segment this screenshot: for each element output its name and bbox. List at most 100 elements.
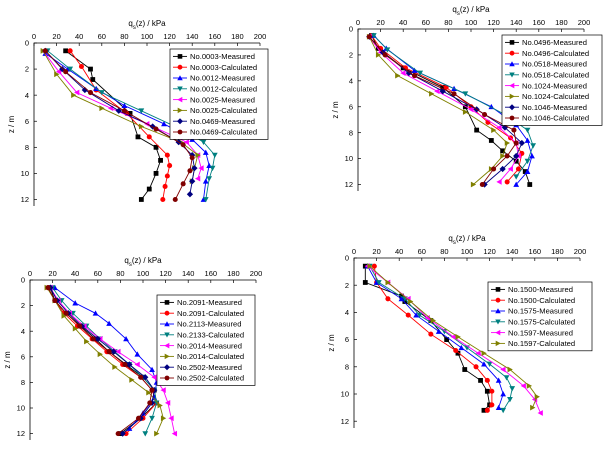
data-point	[81, 86, 88, 94]
data-point	[527, 182, 533, 187]
legend-label: No.0025-Calculated	[190, 106, 257, 115]
data-point	[479, 182, 485, 188]
data-point	[455, 334, 461, 340]
data-point	[161, 120, 167, 127]
data-point	[462, 109, 469, 115]
data-point	[500, 148, 506, 154]
data-point	[503, 375, 510, 381]
data-point	[160, 387, 166, 393]
x-tick-label: 60	[422, 18, 430, 27]
series-line	[47, 287, 158, 434]
legend-marker	[509, 82, 515, 89]
data-point	[147, 400, 153, 406]
data-point	[135, 134, 141, 140]
legend-marker	[509, 104, 515, 111]
data-point	[168, 415, 174, 422]
x-tick-label: 0	[32, 32, 36, 41]
data-point	[504, 179, 510, 185]
data-point	[121, 108, 127, 114]
legend: No.0003-Measured No.0003-Calculated No.001…	[169, 48, 269, 140]
x-tick-label: 160	[533, 18, 546, 27]
data-point	[198, 165, 204, 172]
data-point	[458, 344, 465, 351]
data-point	[444, 337, 450, 342]
data-point	[110, 348, 117, 355]
legend-label: No.2502-Calculated	[177, 374, 244, 383]
series-line	[47, 287, 153, 434]
x-tick-label: 60	[98, 32, 106, 41]
data-point	[484, 388, 490, 394]
series-No.1500-Calculated	[371, 263, 495, 413]
data-point	[435, 328, 442, 334]
data-point	[524, 137, 531, 143]
data-point	[123, 336, 129, 342]
data-point	[428, 331, 434, 337]
data-point	[171, 430, 178, 437]
legend-marker	[495, 308, 501, 314]
x-tick-label: 160	[205, 269, 218, 278]
legend-label: No.1046-Measured	[522, 103, 587, 112]
x-tick-label: 60	[94, 269, 102, 278]
data-point	[534, 393, 540, 400]
legend-label: No.2091-Calculated	[177, 309, 244, 318]
data-point	[115, 431, 121, 437]
legend-marker	[177, 118, 183, 125]
legend-marker	[509, 72, 515, 78]
data-point	[484, 377, 490, 383]
data-point	[496, 179, 502, 185]
x-tick-label: 200	[578, 18, 591, 27]
data-point	[529, 153, 535, 159]
y-tick-label: 0	[349, 25, 353, 34]
x-tick-label: 20	[48, 269, 56, 278]
series-line	[52, 287, 158, 434]
x-tick-label: 160	[529, 247, 542, 256]
data-point	[478, 378, 483, 383]
data-point	[142, 374, 149, 381]
data-point	[507, 366, 513, 373]
x-tick-label: 40	[395, 247, 403, 256]
data-point	[149, 366, 155, 372]
data-point	[405, 69, 412, 77]
series-line	[369, 265, 538, 408]
data-point	[441, 329, 448, 335]
data-point	[499, 165, 506, 173]
data-point	[491, 127, 497, 133]
y-tick-label: 10	[17, 404, 25, 413]
data-point	[63, 48, 69, 54]
data-point	[61, 312, 67, 319]
y-tick-label: 2	[345, 281, 349, 290]
legend-marker	[495, 319, 501, 325]
y-tick-label: 6	[345, 335, 349, 344]
legend-box	[487, 281, 593, 352]
data-point	[71, 92, 77, 99]
x-tick-label: 200	[574, 247, 587, 256]
legend: No.1500-Measured No.1500-Calculated No.157…	[487, 281, 593, 352]
data-point	[127, 111, 133, 116]
x-tick-label: 0	[356, 18, 360, 27]
legend-label: No.2014-Calculated	[177, 352, 244, 361]
legend-label: No.1500-Calculated	[508, 296, 575, 305]
data-point	[405, 312, 411, 318]
data-point	[496, 124, 502, 131]
data-point	[211, 152, 218, 159]
series-No.1046-Measured	[366, 33, 525, 188]
data-point	[398, 295, 405, 302]
data-point	[67, 48, 73, 54]
y-tick-label: 4	[21, 327, 25, 336]
data-point	[94, 335, 101, 342]
chart-panel-3: 0 20 40 60 80 100 120 140 160 180 200 0 2 4 6 8 10 12 qs(z…	[3, 256, 262, 440]
legend-label: No.2133-Calculated	[177, 331, 244, 340]
series-No.1575-Measured	[364, 263, 507, 410]
data-point	[160, 415, 167, 422]
chart-panel-1: 0 20 40 60 80 100 120 140 160 180 200 0 2 4 6 8 10 12 qs(z…	[7, 19, 269, 206]
data-point	[97, 351, 103, 358]
legend-label: No.0003-Measured	[190, 52, 255, 61]
data-point	[440, 84, 446, 90]
legend-box	[169, 48, 269, 140]
data-point	[187, 168, 193, 174]
x-tick-label: 100	[141, 32, 154, 41]
data-point	[112, 364, 118, 370]
legend-label: No.1575-Calculated	[508, 318, 575, 327]
data-point	[183, 139, 189, 145]
